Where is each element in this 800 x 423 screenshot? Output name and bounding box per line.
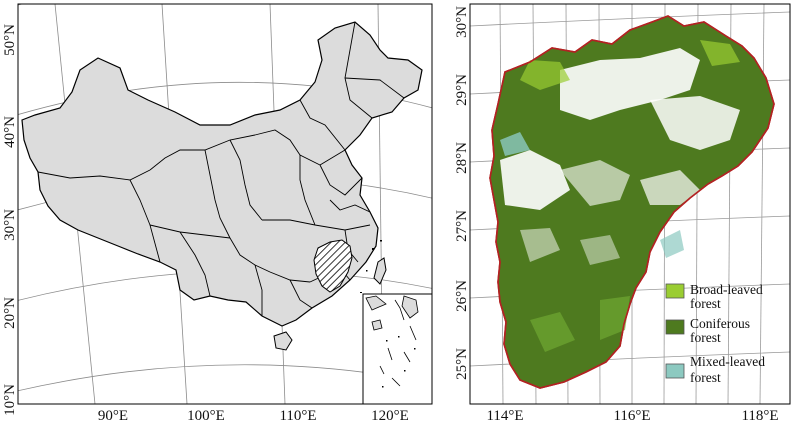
taiwan-island [373, 257, 387, 285]
right-lon-label-118: 118°E [741, 408, 778, 423]
right-map-frame [469, 3, 791, 405]
legend-label-broad-leaved-1: Broad-leaved [690, 282, 763, 297]
right-lat-label-26: 26°N [454, 280, 470, 312]
right-lon-label-114: 114°E [486, 408, 523, 423]
right-lat-label-30: 30°N [454, 6, 470, 38]
left-lat-label-50: 50°N [2, 24, 18, 56]
left-lat-label-30: 30°N [2, 209, 18, 241]
right-lat-label-28: 28°N [454, 142, 470, 174]
left-lon-label-120: 120°E [371, 408, 409, 423]
forest-legend: Broad-leaved forest Coniferous forest Mi… [665, 282, 765, 385]
legend-label-mixed-leaved-2: forest [690, 370, 721, 385]
right-lat-label-29: 29°N [454, 74, 470, 106]
forest-texture [500, 40, 740, 352]
left-map-panel: 50°N 40°N 30°N 20°N 10°N 90°E 100°E 110°… [2, 3, 433, 423]
left-lat-label-20: 20°N [2, 297, 18, 329]
left-lon-label-100: 100°E [187, 408, 225, 423]
south-china-sea-inset [362, 293, 433, 405]
jiangxi-province-highlight [313, 239, 353, 293]
jiangxi-boundary [489, 15, 775, 389]
right-lon-label-116: 116°E [613, 408, 650, 423]
right-lat-label-27: 27°N [454, 210, 470, 242]
legend-swatch-mixed-leaved [665, 363, 685, 379]
right-map-panel: Broad-leaved forest Coniferous forest Mi… [454, 3, 791, 423]
coastal-islands [360, 240, 382, 293]
left-lat-label-10: 10°N [2, 384, 18, 416]
left-map-frame [17, 3, 433, 405]
left-lon-label-90: 90°E [98, 408, 128, 423]
right-lat-label-25: 25°N [454, 348, 470, 380]
left-lon-label-110: 110°E [279, 408, 316, 423]
legend-label-coniferous-1: Coniferous [690, 316, 750, 331]
province-boundaries [37, 21, 405, 316]
left-lat-label-40: 40°N [2, 116, 18, 148]
legend-label-mixed-leaved-1: Mixed-leaved [690, 354, 765, 369]
legend-label-coniferous-2: forest [690, 330, 721, 345]
legend-swatch-coniferous [665, 319, 685, 335]
legend-label-broad-leaved-2: forest [690, 296, 721, 311]
hainan-island [273, 331, 293, 351]
legend-swatch-broad-leaved [665, 283, 685, 299]
